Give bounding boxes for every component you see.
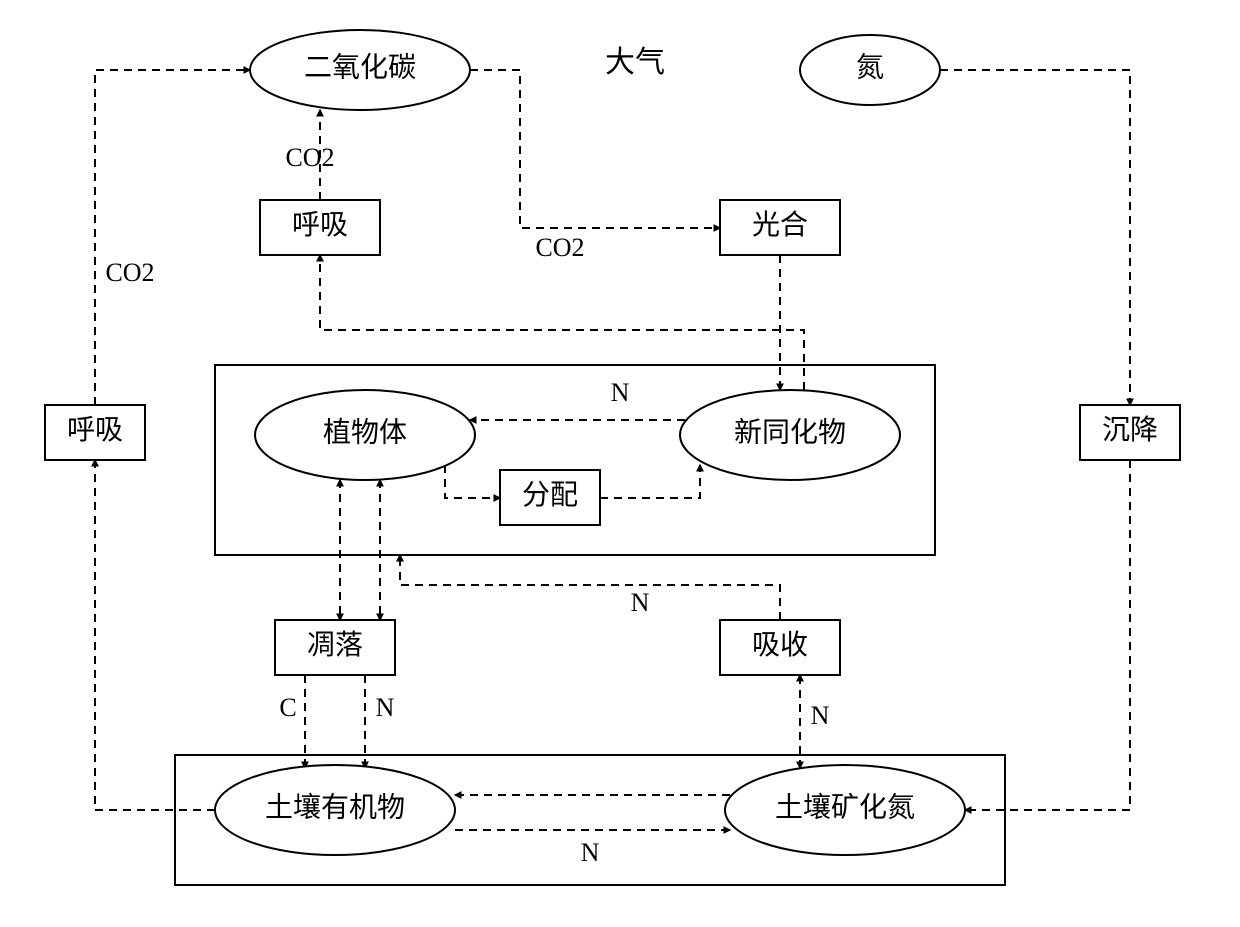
edge-label-respleft_to_co2: CO2: [105, 258, 154, 287]
edge-label-soilorg_to_soilminN_bot: N: [581, 838, 600, 867]
node-label-plant: 植物体: [323, 416, 407, 448]
node-label-alloc: 分配: [522, 480, 578, 511]
edge-label-uptake_to_plant: N: [631, 588, 650, 617]
node-soil_org: 土壤有机物: [215, 765, 455, 855]
edge-label-litter_to_soilorg_C: C: [279, 693, 296, 722]
edges-layer: CO2 CO2 N C N CO2 N N N: [95, 70, 1130, 867]
edge-alloc_to_assim: [600, 465, 700, 498]
edge-respleft_to_co2: [95, 70, 250, 405]
free-labels-layer: 大气: [605, 46, 665, 79]
node-co2: 二氧化碳: [250, 30, 470, 110]
edge-plant_to_alloc: [445, 465, 500, 498]
node-label-soil_minN: 土壤矿化氮: [775, 791, 915, 823]
edge-label-assim_to_plant_N: N: [611, 378, 630, 407]
free-label-atmosphere: 大气: [605, 46, 665, 79]
node-nitrogen: 氮: [800, 35, 940, 105]
node-plant: 植物体: [255, 390, 475, 480]
node-photo: 光合: [720, 200, 840, 255]
edge-dep_to_soilminN: [965, 460, 1130, 810]
node-label-assim: 新同化物: [734, 416, 846, 448]
node-label-litter: 凋落: [307, 629, 363, 661]
node-label-co2: 二氧化碳: [304, 51, 416, 83]
node-label-resp_top: 呼吸: [292, 210, 348, 241]
edge-label-litter_to_soilorg_N: N: [376, 693, 395, 722]
edge-label-co2_to_photo: CO2: [535, 233, 584, 262]
node-resp_left: 呼吸: [45, 405, 145, 460]
node-litter: 凋落: [275, 620, 395, 675]
edge-co2_to_photo: [470, 70, 720, 228]
node-uptake: 吸收: [720, 620, 840, 675]
node-assim: 新同化物: [680, 390, 900, 480]
edge-uptake_to_plant: [400, 555, 780, 620]
node-label-soil_org: 土壤有机物: [265, 791, 405, 823]
node-alloc: 分配: [500, 470, 600, 525]
edge-label-soilminN_to_uptake: N: [811, 701, 830, 730]
edge-nitrogen_to_dep: [940, 70, 1130, 405]
node-deposition: 沉降: [1080, 405, 1180, 460]
edge-assim_to_resp_top: [320, 255, 804, 390]
node-soil_minN: 土壤矿化氮: [725, 765, 965, 855]
node-resp_top: 呼吸: [260, 200, 380, 255]
node-label-nitrogen: 氮: [856, 51, 884, 83]
node-label-uptake: 吸收: [752, 629, 808, 661]
node-label-photo: 光合: [752, 209, 808, 241]
edge-label-resp_top_to_co2: CO2: [285, 143, 334, 172]
edge-soilorg_to_respleft: [95, 460, 215, 810]
node-label-resp_left: 呼吸: [67, 415, 123, 446]
node-label-deposition: 沉降: [1102, 414, 1158, 446]
